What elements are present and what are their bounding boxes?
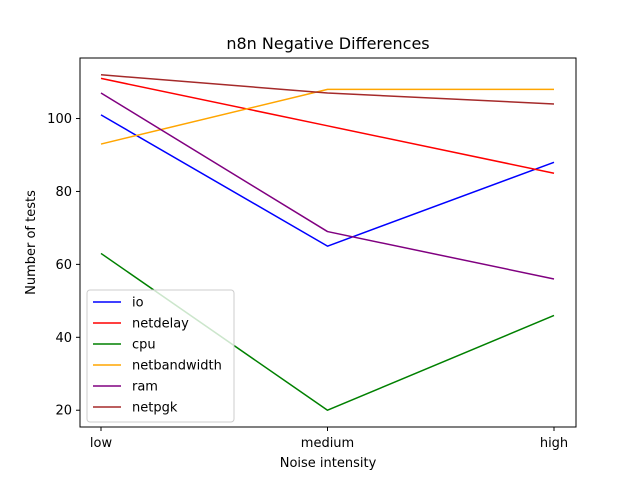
y-axis-title: Number of tests <box>24 190 39 295</box>
x-tick-label: low <box>90 436 113 451</box>
y-tick-label: 40 <box>55 331 72 346</box>
chart-title: n8n Negative Differences <box>226 34 429 53</box>
legend-label-netpgk: netpgk <box>132 401 178 416</box>
x-axis-title: Noise intensity <box>280 456 377 471</box>
y-tick-label: 80 <box>55 185 72 200</box>
legend: io netdelay cpu netbandwidth ram netpgk <box>86 289 235 423</box>
y-tick-label: 100 <box>47 112 72 127</box>
y-tick-label: 20 <box>55 404 72 419</box>
x-tick-label: medium <box>301 436 354 451</box>
series-line-netdelay <box>100 77 555 174</box>
x-axis: low medium high <box>90 427 568 451</box>
legend-label-ram: ram <box>132 380 158 395</box>
legend-label-io: io <box>132 296 144 311</box>
x-tick-label: high <box>540 436 568 451</box>
y-axis: 20 40 60 80 100 <box>47 112 80 419</box>
series-line-netpgk <box>100 74 555 105</box>
y-tick-label: 60 <box>55 258 72 273</box>
series-line-ram <box>100 92 555 280</box>
series-line-io <box>100 114 555 247</box>
legend-label-netdelay: netdelay <box>132 317 189 332</box>
series-line-netbandwidth <box>100 88 554 145</box>
legend-label-cpu: cpu <box>132 338 156 353</box>
legend-box <box>86 289 235 423</box>
legend-label-netbandwidth: netbandwidth <box>132 359 222 374</box>
